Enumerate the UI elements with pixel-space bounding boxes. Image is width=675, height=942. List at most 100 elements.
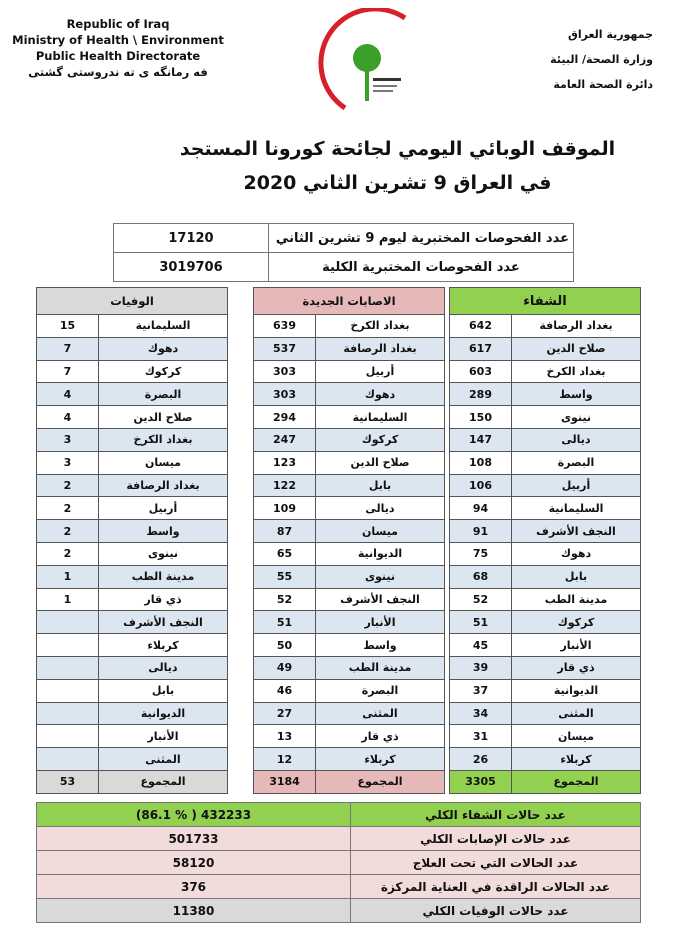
row-value: 65 (253, 541, 316, 566)
row-governorate: السليمانية (98, 314, 228, 338)
summary-label: عدد الحالات الراقدة في العناية المركزة (350, 874, 641, 899)
row-governorate: الأنبار (315, 610, 445, 635)
row-governorate: بغداد الكرخ (511, 359, 641, 384)
row-value: 34 (449, 701, 512, 726)
row-value (36, 747, 99, 771)
summary-row: 11380 عدد حالات الوفيات الكلي (36, 898, 641, 923)
row-value: 3 (36, 450, 99, 475)
table-row: 303 دهوك (253, 382, 445, 407)
summary-label: عدد حالات الإصابات الكلي (350, 826, 641, 851)
row-value: 87 (253, 519, 316, 543)
row-governorate: بابل (315, 473, 445, 498)
table-header: الوفيات (36, 287, 228, 315)
row-governorate: بغداد الرصافة (315, 336, 445, 361)
row-governorate: الديوانية (511, 678, 641, 703)
table-row: 39 ذي قار (449, 655, 641, 680)
table-row: 4 صلاح الدين (36, 405, 228, 429)
row-governorate: النجف الأشرف (98, 610, 228, 635)
total-label: المجموع (315, 769, 445, 794)
header-ar-line: وزارة الصحة/ البيئة (550, 53, 653, 66)
table-row: 617 صلاح الدين (449, 336, 641, 361)
row-governorate: الأنبار (511, 633, 641, 657)
table-row: 289 واسط (449, 382, 641, 407)
table-row: 303 أربيل (253, 359, 445, 384)
row-value: 303 (253, 382, 316, 407)
row-value: 617 (449, 336, 512, 361)
table-row: 75 دهوك (449, 541, 641, 566)
row-governorate: السليمانية (511, 496, 641, 521)
row-value: 303 (253, 359, 316, 384)
summary-value: 501733 (36, 826, 351, 851)
table-row: 26 كربلاء (449, 747, 641, 771)
row-value: 642 (449, 314, 512, 338)
row-value: 108 (449, 450, 512, 475)
row-value: 13 (253, 724, 316, 749)
row-governorate: أربيل (315, 359, 445, 384)
table-row: ديالى (36, 655, 228, 680)
row-value: 2 (36, 496, 99, 521)
table-row: 603 بغداد الكرخ (449, 359, 641, 384)
row-governorate: صلاح الدين (315, 450, 445, 475)
row-value: 294 (253, 405, 316, 429)
row-governorate: مدينة الطب (98, 564, 228, 589)
row-value: 91 (449, 519, 512, 543)
table-row: الأنبار (36, 724, 228, 749)
deaths-table: الوفيات 15 السليمانية 7 دهوك 7 كركوك 4 البصرة 4 صل… (36, 287, 228, 794)
row-governorate: بغداد الكرخ (98, 427, 228, 452)
row-governorate: ديالى (315, 496, 445, 521)
page-subtitle: في العراق 9 تشرين الثاني 2020 (243, 172, 552, 194)
table-row: 147 ديالى (449, 427, 641, 452)
row-value: 2 (36, 541, 99, 566)
table-row: 50 واسط (253, 633, 445, 657)
table-row: 109 ديالى (253, 496, 445, 521)
table-row: 122 بابل (253, 473, 445, 498)
row-governorate: صلاح الدين (98, 405, 228, 429)
row-value: 15 (36, 314, 99, 338)
summary-table: (86.1 % ) 432233 عدد حالات الشفاء الكلي 50… (36, 802, 641, 923)
row-governorate: مدينة الطب (511, 587, 641, 612)
table-row: 68 بابل (449, 564, 641, 589)
row-governorate: ذي قار (98, 587, 228, 612)
table-row: 106 أربيل (449, 473, 641, 498)
row-value: 75 (449, 541, 512, 566)
row-value: 46 (253, 678, 316, 703)
tests-value: 17120 (113, 223, 269, 253)
row-value (36, 701, 99, 726)
table-row: 65 الديوانية (253, 541, 445, 566)
row-value: 1 (36, 587, 99, 612)
row-value: 94 (449, 496, 512, 521)
row-value: 147 (449, 427, 512, 452)
table-row: 123 صلاح الدين (253, 450, 445, 475)
table-row: 46 البصرة (253, 678, 445, 703)
row-value: 4 (36, 405, 99, 429)
summary-label: عدد حالات الشفاء الكلي (350, 802, 641, 827)
row-value (36, 633, 99, 657)
table-title: الوفيات (36, 287, 228, 315)
table-row: 45 الأنبار (449, 633, 641, 657)
header-en-line: فه رمانگه ی ته ندروستی گشتی (28, 65, 208, 79)
table-row: 51 كركوك (449, 610, 641, 635)
row-value: 150 (449, 405, 512, 429)
table-row: 3 ميسان (36, 450, 228, 475)
row-value (36, 655, 99, 680)
row-value: 2 (36, 519, 99, 543)
row-value: 52 (449, 587, 512, 612)
table-row: كربلاء (36, 633, 228, 657)
table-row: 4 البصرة (36, 382, 228, 407)
header-ar-line: جمهورية العراق (568, 28, 653, 41)
row-governorate: واسط (315, 633, 445, 657)
row-value: 50 (253, 633, 316, 657)
table-title: الشفاء (449, 287, 641, 315)
row-governorate: ميسان (98, 450, 228, 475)
row-governorate: المثنى (98, 747, 228, 771)
tests-row: 17120 عدد الفحوصات المختبرية ليوم 9 تشرين… (113, 223, 574, 253)
row-governorate: كربلاء (98, 633, 228, 657)
row-value: 68 (449, 564, 512, 589)
row-governorate: ذي قار (315, 724, 445, 749)
row-governorate: كربلاء (315, 747, 445, 771)
summary-row: 58120 عدد الحالات التي تحت العلاج (36, 850, 641, 875)
row-governorate: البصرة (511, 450, 641, 475)
row-governorate: صلاح الدين (511, 336, 641, 361)
row-value: 603 (449, 359, 512, 384)
row-governorate: نينوى (315, 564, 445, 589)
